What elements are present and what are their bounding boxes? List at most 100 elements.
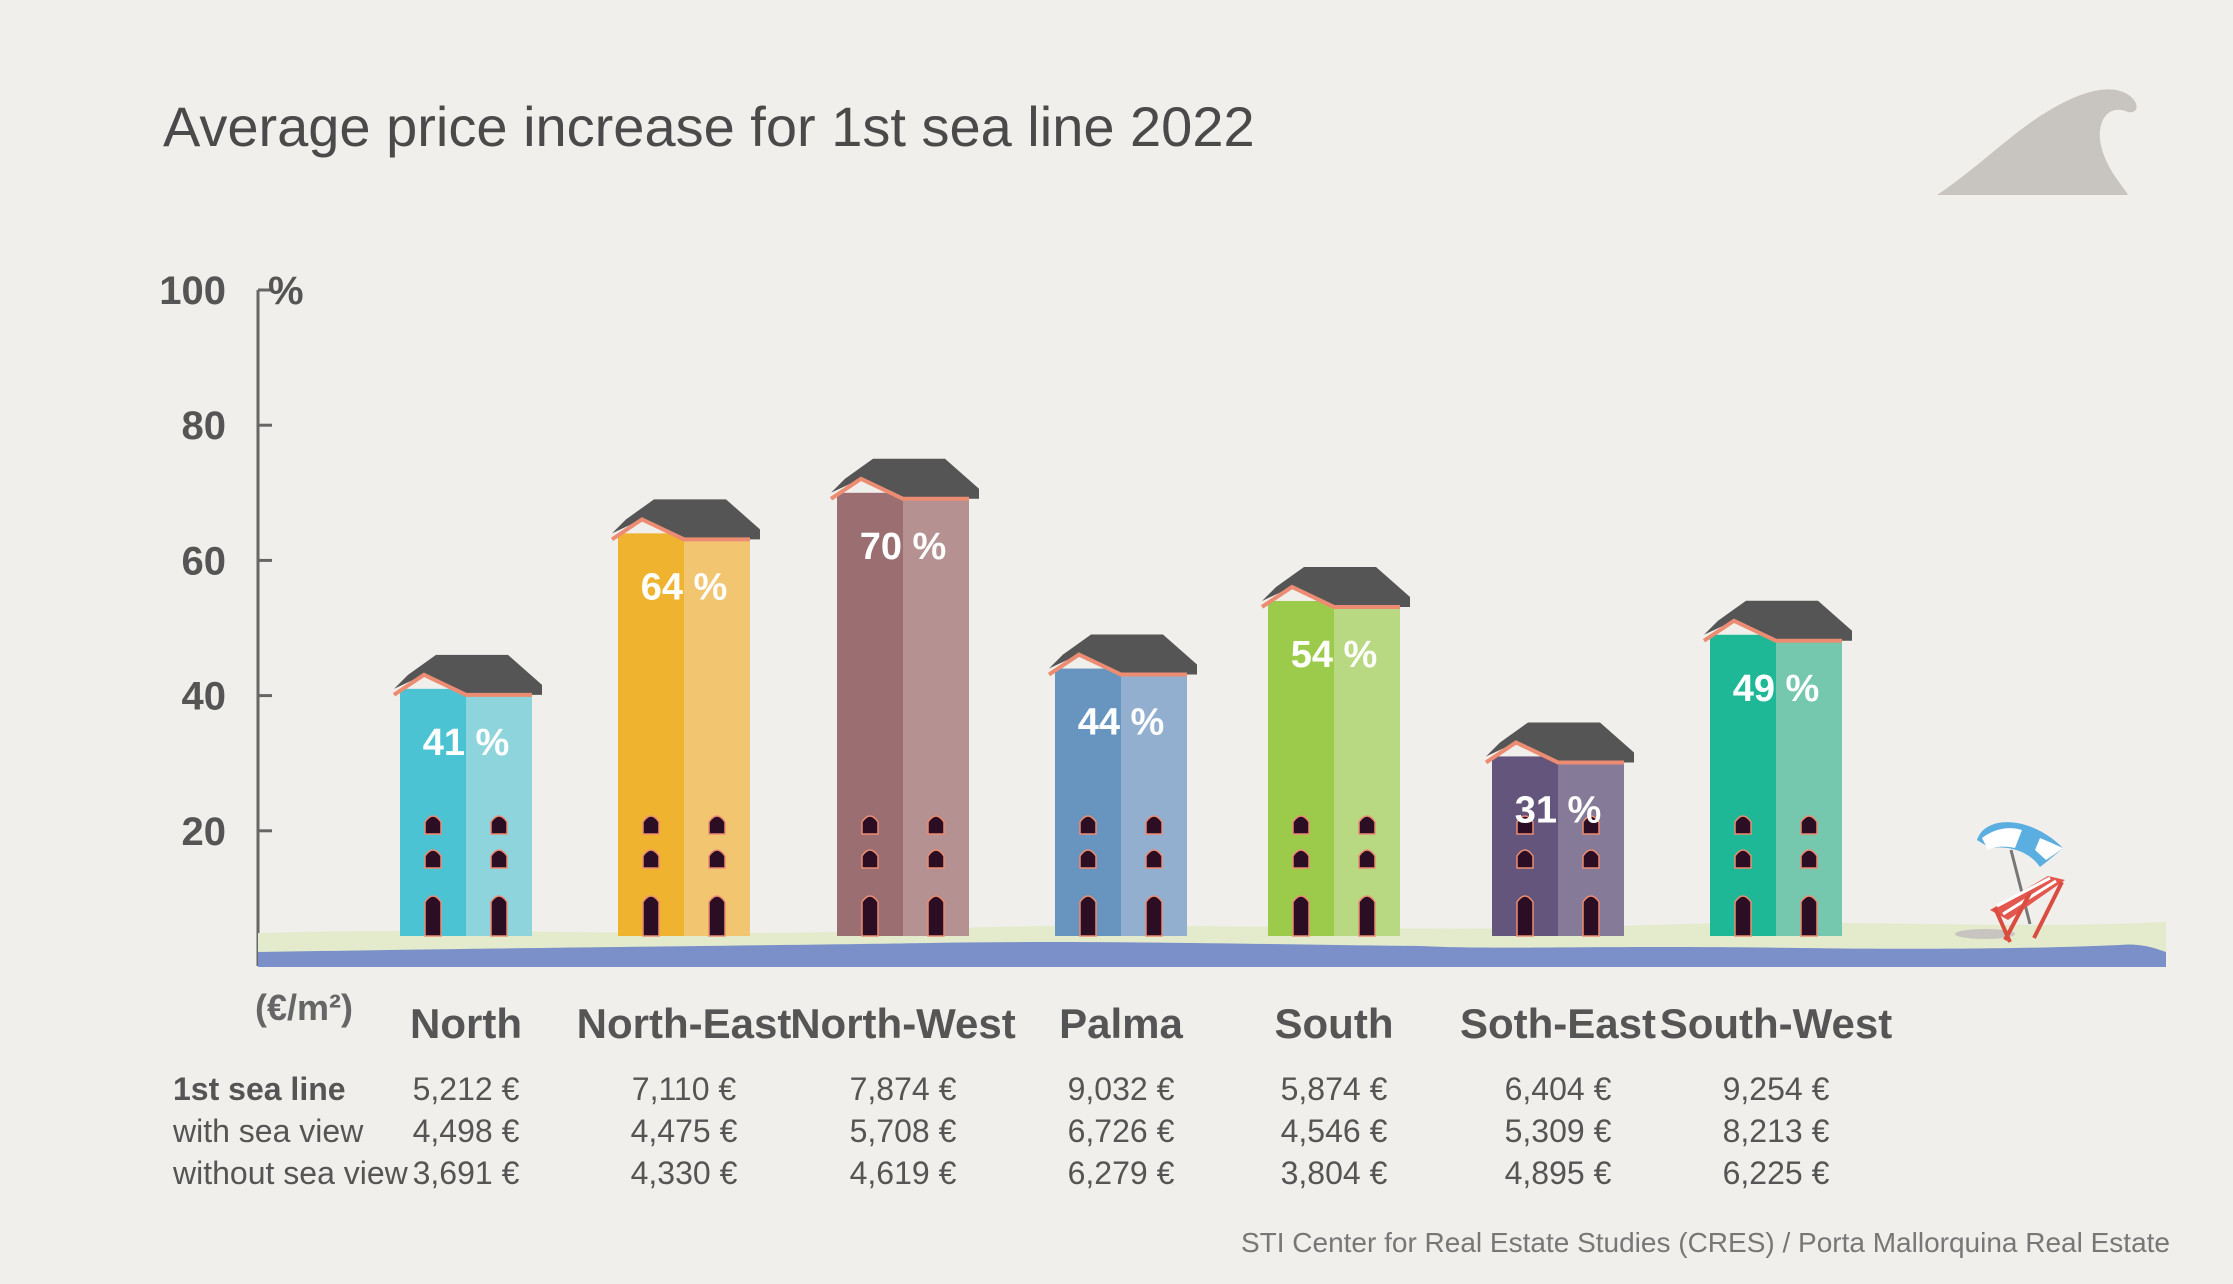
shoreline xyxy=(258,922,2166,967)
bar-value-label: 54 % xyxy=(1291,634,1378,676)
table-cell: 5,708 € xyxy=(850,1113,957,1149)
table-cell: 9,032 € xyxy=(1068,1071,1175,1107)
table-cell: 5,212 € xyxy=(413,1071,520,1107)
bar-roof xyxy=(831,458,979,499)
beach-umbrella-icon xyxy=(1955,822,2063,939)
unit-label: (€/m²) xyxy=(255,987,353,1028)
table-cell: 7,110 € xyxy=(632,1071,737,1107)
table-cell: 3,691 € xyxy=(413,1155,520,1191)
bar-window xyxy=(861,815,879,835)
bar-window xyxy=(490,849,508,869)
bar-window xyxy=(1734,815,1752,835)
table-cell: 4,498 € xyxy=(413,1113,520,1149)
bar-door xyxy=(1292,895,1310,937)
y-axis-label: % xyxy=(268,269,304,313)
bar-window xyxy=(1516,815,1534,835)
bar-window xyxy=(1079,815,1097,835)
bar-door xyxy=(642,895,660,937)
y-axis: 20 40 60 80 100% xyxy=(159,269,304,966)
bar-door xyxy=(861,895,879,937)
bar-window xyxy=(861,849,879,869)
bar-roof-trim xyxy=(1047,652,1187,677)
bar xyxy=(610,499,760,937)
bar-window xyxy=(424,849,442,869)
bar-right-half xyxy=(1776,634,1842,936)
table-cell: 9,254 € xyxy=(1723,1071,1830,1107)
bar-window xyxy=(1734,849,1752,869)
category-label: North xyxy=(410,1000,522,1047)
y-tick-label: 100 xyxy=(159,269,226,313)
bar-window xyxy=(1582,849,1600,869)
table-cell: 6,404 € xyxy=(1505,1071,1612,1107)
bars xyxy=(392,458,1852,937)
bar-door xyxy=(927,895,945,937)
bar-left-half xyxy=(618,533,684,936)
bar-window xyxy=(1800,815,1818,835)
sea-strip xyxy=(258,942,2166,967)
bar-window xyxy=(490,815,508,835)
value-labels: 41 % 64 % 70 % 44 % 54 % 31 % 49 % xyxy=(423,526,1820,832)
bar-door xyxy=(1145,895,1163,937)
bar-door xyxy=(1516,895,1534,937)
table-cell: 4,895 € xyxy=(1505,1155,1612,1191)
table-cell: 4,475 € xyxy=(631,1113,738,1149)
category-label: Palma xyxy=(1059,1000,1183,1047)
bar-door xyxy=(1582,895,1600,937)
bar-window xyxy=(1145,815,1163,835)
y-tick-label: 80 xyxy=(182,404,227,448)
bar-window xyxy=(1358,849,1376,869)
bar-left-half xyxy=(400,688,466,936)
price-table: 1st sea line 5,212 € 7,110 € 7,874 € 9,032 €… xyxy=(172,1071,1830,1191)
table-cell: 4,330 € xyxy=(631,1155,738,1191)
table-cell: 4,546 € xyxy=(1281,1113,1388,1149)
bar-left-half xyxy=(1055,668,1121,936)
table-cell: 3,804 € xyxy=(1281,1155,1388,1191)
bar-window xyxy=(927,849,945,869)
table-cell: 4,619 € xyxy=(850,1155,957,1191)
table-cell: 6,279 € xyxy=(1068,1155,1175,1191)
bar-door xyxy=(424,895,442,937)
category-label: South-West xyxy=(1660,1000,1893,1047)
bar xyxy=(1702,600,1852,937)
bar-window xyxy=(1079,849,1097,869)
bar-window xyxy=(927,815,945,835)
table-cell: 7,874 € xyxy=(850,1071,957,1107)
bar-door xyxy=(708,895,726,937)
bar-left-half xyxy=(1268,600,1334,936)
bar-door xyxy=(490,895,508,937)
bar-value-label: 64 % xyxy=(641,566,728,608)
bar-roof-trim xyxy=(1702,618,1842,643)
source-note: STI Center for Real Estate Studies (CRES… xyxy=(1241,1227,2170,1258)
table-cell: 5,309 € xyxy=(1505,1113,1612,1149)
bar-door xyxy=(1358,895,1376,937)
bar-roof-trim xyxy=(1260,584,1400,609)
category-label: Soth-East xyxy=(1460,1000,1656,1047)
bar xyxy=(392,654,542,937)
bar-roof-trim xyxy=(1484,740,1624,765)
bar-window xyxy=(1292,849,1310,869)
bar-value-label: 70 % xyxy=(860,526,947,568)
bar-window xyxy=(1582,815,1600,835)
bar-roof-trim xyxy=(610,517,750,542)
table-row-label: 1st sea line xyxy=(173,1071,346,1107)
table-row-label: without sea view xyxy=(172,1155,409,1191)
bar-roof xyxy=(1486,722,1634,763)
bar-right-half xyxy=(466,688,532,936)
bar-roof xyxy=(1049,634,1197,675)
table-cell: 8,213 € xyxy=(1723,1113,1830,1149)
bar-door xyxy=(1800,895,1818,937)
bar xyxy=(1260,566,1410,937)
bar-value-label: 44 % xyxy=(1078,702,1165,744)
table-row-label: with sea view xyxy=(172,1113,364,1149)
y-tick-label: 20 xyxy=(182,810,227,854)
bar-value-label: 31 % xyxy=(1515,789,1602,831)
bar-value-label: 49 % xyxy=(1733,668,1820,710)
y-tick-label: 40 xyxy=(182,675,227,719)
deck-chair-icon xyxy=(1990,876,2065,943)
bar xyxy=(1047,634,1197,937)
bar-roof-trim xyxy=(392,672,532,697)
bar-window xyxy=(642,849,660,869)
chart-title: Average price increase for 1st sea line … xyxy=(163,95,1255,158)
